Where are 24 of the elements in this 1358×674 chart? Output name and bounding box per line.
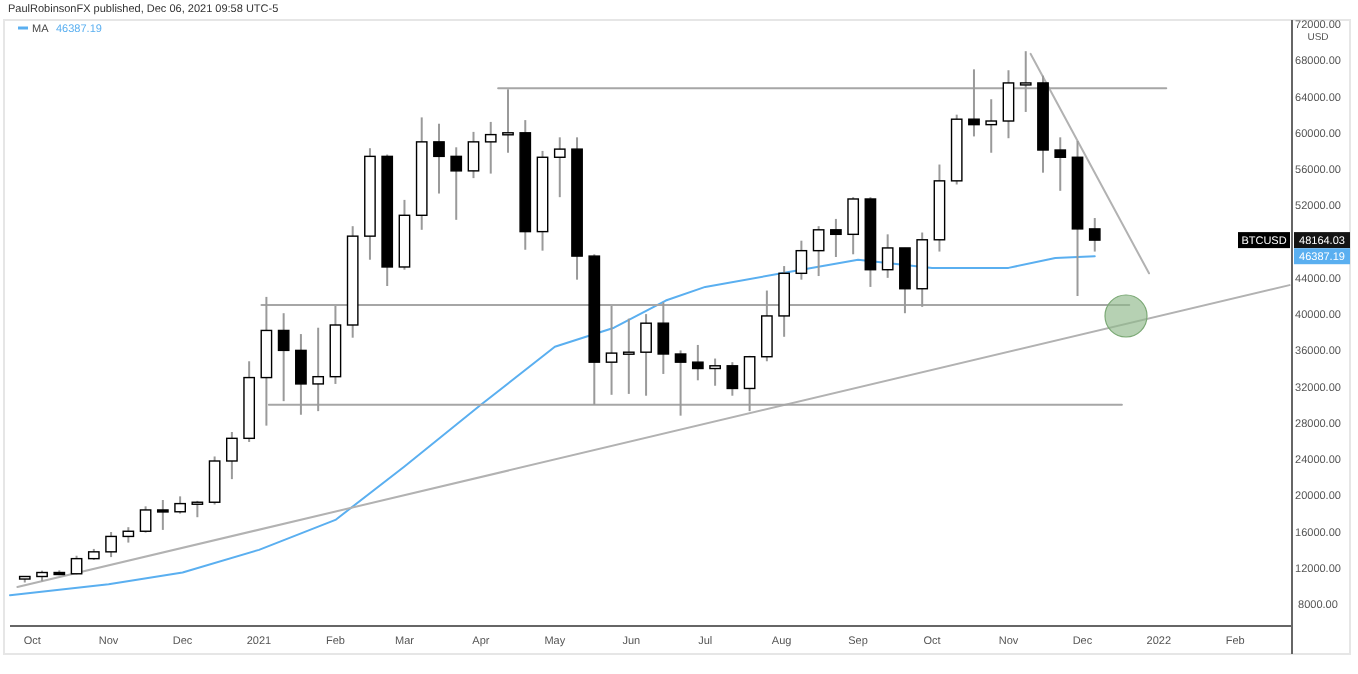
candlestick xyxy=(795,239,808,281)
candlestick xyxy=(553,136,566,199)
candlestick xyxy=(985,98,998,154)
candlestick xyxy=(812,225,825,278)
candlestick xyxy=(450,146,463,221)
candlestick xyxy=(726,361,739,397)
candlestick xyxy=(691,343,704,382)
candlestick xyxy=(1054,136,1067,192)
candlestick xyxy=(484,120,497,175)
line-series xyxy=(9,255,1096,597)
candlestick xyxy=(847,196,860,256)
candlestick xyxy=(467,130,480,180)
candlestick xyxy=(709,357,721,387)
candlestick xyxy=(830,217,842,258)
candlestick xyxy=(640,313,652,397)
candlestick xyxy=(208,455,221,506)
candlestick xyxy=(433,122,445,195)
candlestick xyxy=(139,505,152,534)
candlestick xyxy=(881,233,894,279)
candlestick xyxy=(622,317,635,395)
candlestick xyxy=(1088,217,1101,253)
candlestick xyxy=(105,530,117,559)
candlestick xyxy=(156,498,169,531)
candlestick xyxy=(226,430,238,481)
